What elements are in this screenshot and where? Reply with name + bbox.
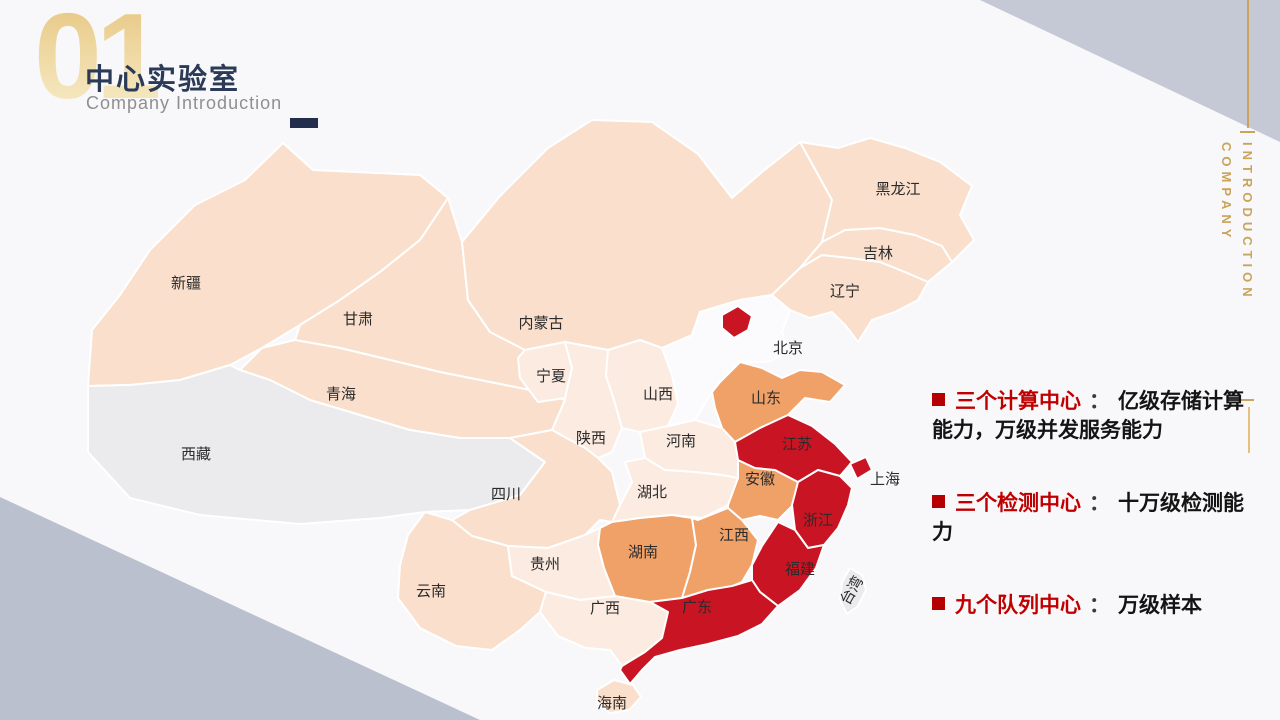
province-label-xizang: 西藏	[181, 446, 211, 463]
bullet-computing-centers: 三个计算中心 ：亿级存储计算能力，万级并发服务能力	[932, 388, 1246, 446]
province-heilongjiang	[799, 137, 975, 263]
province-label-xinjiang: 新疆	[171, 275, 201, 292]
side-vertical-label: COMPANY INTRODUCTION	[1219, 142, 1255, 302]
title-underline-dash	[290, 118, 318, 128]
bullet-separator: ：	[1089, 594, 1110, 617]
bullet-value: 万级样本	[1118, 594, 1202, 617]
province-beijing	[721, 305, 753, 339]
province-label-shanghai: 上海	[870, 471, 900, 488]
bullet-square-icon	[932, 393, 945, 406]
province-label-guangdong: 广东	[682, 599, 712, 616]
province-label-hubei: 湖北	[637, 484, 667, 501]
bullet-queue-centers: 九个队列中心 ： 万级样本	[932, 592, 1246, 621]
province-label-jiangxi: 江西	[719, 527, 749, 544]
province-label-ningxia: 宁夏	[536, 368, 566, 385]
province-label-fujian: 福建	[785, 561, 815, 578]
gold-vertical-line-middle	[1248, 407, 1250, 453]
bullet-testing-centers: 三个检测中心 ：十万级检测能力	[932, 490, 1246, 548]
section-number: 01	[34, 0, 164, 120]
province-label-sichuan: 四川	[491, 486, 521, 503]
province-label-jilin: 吉林	[863, 245, 893, 262]
province-label-guangxi: 广西	[590, 600, 620, 617]
province-hebei	[661, 294, 791, 427]
province-label-liaoning: 辽宁	[830, 283, 860, 300]
province-sichuan	[451, 429, 621, 549]
province-yunnan	[397, 511, 547, 651]
province-guangdong	[619, 579, 779, 685]
bullet-separator: ：	[1089, 492, 1110, 515]
province-hainan	[596, 679, 642, 714]
bullet-value: 十万级检测能力	[932, 492, 1244, 544]
province-shanghai	[849, 456, 873, 480]
province-fujian	[751, 521, 825, 607]
bullet-square-icon	[932, 495, 945, 508]
gold-dash-middle	[1240, 399, 1254, 401]
province-label-guizhou: 贵州	[530, 556, 560, 573]
province-label-henan: 河南	[666, 433, 696, 450]
province-label-shanxi: 山西	[643, 386, 673, 403]
province-label-heilongjiang: 黑龙江	[875, 181, 920, 198]
province-label-zhejiang: 浙江	[803, 512, 833, 529]
bullet-square-icon	[932, 597, 945, 610]
bullet-separator: ：	[1089, 390, 1110, 413]
gold-vertical-line-top	[1247, 0, 1249, 128]
page-title: 中心实验室	[85, 64, 241, 96]
province-label-jiangsu: 江苏	[782, 436, 812, 453]
bullet-label: 三个检测中心	[955, 492, 1081, 515]
province-shandong	[711, 361, 846, 443]
bullet-label: 九个队列中心	[955, 594, 1081, 617]
province-label-qinghai: 青海	[326, 386, 356, 403]
province-label-shaanxi: 陕西	[576, 430, 606, 447]
province-label-anhui: 安徽	[745, 471, 775, 488]
province-taiwan	[839, 567, 867, 615]
bullet-value: 亿级存储计算能力，万级并发服务能力	[932, 390, 1244, 442]
province-zhejiang	[791, 469, 853, 549]
gold-dash-top	[1240, 131, 1255, 133]
bullet-label: 三个计算中心	[955, 390, 1081, 413]
province-label-gansu: 甘肃	[343, 311, 373, 328]
province-label-hunan: 湖南	[628, 544, 658, 561]
province-label-neimenggu: 内蒙古	[518, 315, 563, 332]
province-label-beijing: 北京	[773, 340, 803, 357]
province-label-shandong: 山东	[751, 390, 781, 407]
province-label-yunnan: 云南	[416, 583, 446, 600]
province-label-hainan: 海南	[597, 695, 627, 712]
page-subtitle: Company Introduction	[86, 93, 283, 113]
